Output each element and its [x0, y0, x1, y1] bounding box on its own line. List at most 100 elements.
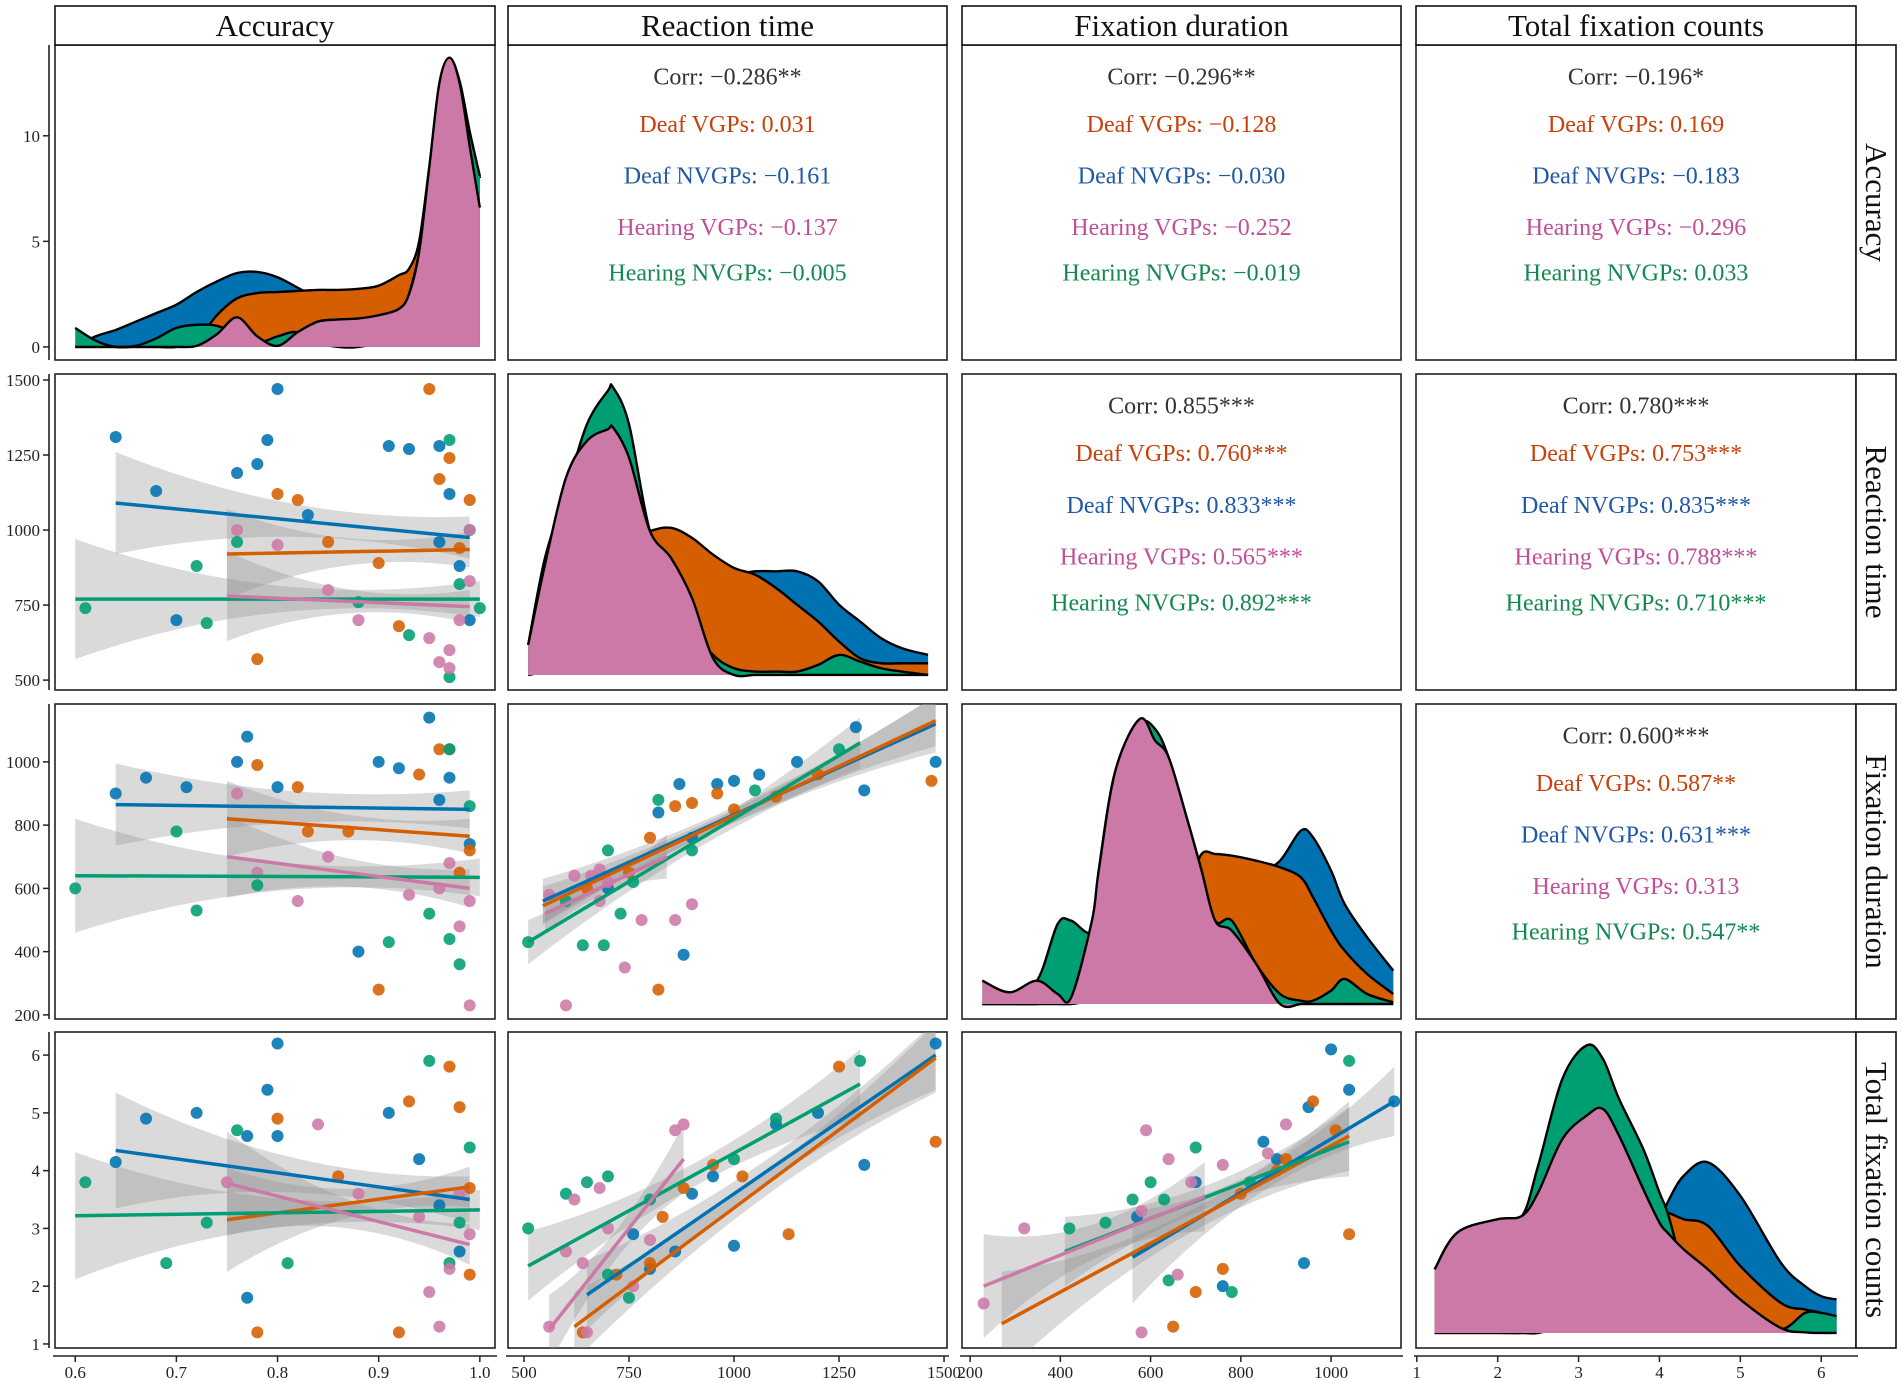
panel-0-2: [961, 44, 1402, 361]
data-point-deaf-nvgps: [241, 730, 254, 743]
data-point-deaf-nvgps: [858, 784, 871, 797]
x-tick-label: 2: [1493, 1363, 1502, 1381]
x-tick-label: 1000: [717, 1363, 751, 1381]
data-point-deaf-vgps: [929, 1135, 942, 1148]
data-point-deaf-vgps: [443, 1060, 456, 1073]
y-tick-label: 5: [32, 1104, 41, 1123]
data-point-deaf-nvgps: [711, 778, 724, 791]
data-point-hearing-nvgps: [443, 671, 456, 684]
panel-2-1: [507, 703, 948, 1020]
data-point-deaf-nvgps: [382, 440, 395, 453]
y-tick-label: 2: [32, 1277, 41, 1296]
x-tick-label: 750: [616, 1363, 642, 1381]
data-point-hearing-vgps: [686, 898, 699, 911]
density-outline: [981, 717, 1394, 1009]
panel-0-1: [507, 44, 948, 361]
data-point-hearing-vgps: [669, 1124, 682, 1137]
data-point-hearing-nvgps: [443, 743, 456, 756]
data-point-deaf-vgps: [782, 1228, 795, 1241]
data-point-deaf-nvgps: [190, 1106, 203, 1119]
row-strip-label: Accuracy: [1859, 143, 1894, 262]
data-point-deaf-vgps: [251, 759, 264, 772]
data-point-deaf-nvgps: [849, 721, 862, 734]
row-strip: [1855, 373, 1897, 691]
data-point-hearing-nvgps: [1144, 1176, 1157, 1189]
y-tick-label: 3: [32, 1219, 41, 1238]
data-point-hearing-nvgps: [403, 629, 416, 642]
correlation-overall: Corr: −0.196*: [1568, 65, 1704, 91]
y-tick-label: 200: [15, 1006, 41, 1025]
data-point-hearing-nvgps: [200, 617, 213, 630]
data-point-hearing-vgps: [576, 1257, 589, 1270]
data-point-deaf-vgps: [453, 1101, 466, 1114]
data-point-hearing-nvgps: [1162, 1274, 1175, 1287]
data-point-hearing-vgps: [463, 524, 476, 537]
data-point-hearing-vgps: [443, 1262, 456, 1275]
x-tick-label: 1.0: [469, 1363, 490, 1381]
regression-line-hearing-nvgps: [75, 1208, 480, 1218]
data-point-deaf-nvgps: [271, 781, 284, 794]
density-area-hearing-vgps: [1434, 1107, 1837, 1334]
data-point-hearing-nvgps: [453, 1216, 466, 1229]
confidence-band: [549, 1124, 684, 1348]
scatter-panel-3-1: [522, 1032, 942, 1348]
data-point-hearing-vgps: [453, 614, 466, 627]
data-point-deaf-nvgps: [443, 771, 456, 784]
regression-line-deaf-vgps: [542, 719, 937, 908]
x-tick-label: 0.6: [65, 1363, 86, 1381]
data-point-deaf-nvgps: [1270, 1153, 1283, 1166]
regression-line-deaf-vgps: [573, 1056, 937, 1329]
data-point-deaf-nvgps: [352, 945, 365, 958]
data-point-hearing-nvgps: [597, 939, 610, 952]
y-tick-label: 1000: [6, 753, 40, 772]
density-outline: [526, 424, 929, 678]
correlation-overall: Corr: −0.296**: [1107, 65, 1255, 91]
data-point-hearing-nvgps: [749, 784, 762, 797]
y-tick-label: 750: [15, 596, 41, 615]
data-point-hearing-vgps: [423, 632, 436, 645]
data-point-deaf-nvgps: [707, 1170, 720, 1183]
data-point-hearing-vgps: [1135, 1326, 1148, 1339]
data-point-hearing-nvgps: [190, 904, 203, 917]
confidence-band: [586, 1032, 936, 1330]
y-tick-label: 1500: [6, 371, 40, 390]
correlation-group-hearing-nvgps: Hearing NVGPs: 0.710***: [1506, 590, 1767, 616]
data-point-deaf-nvgps: [413, 1153, 426, 1166]
regression-line-hearing-vgps: [226, 1181, 471, 1247]
data-point-hearing-nvgps: [453, 958, 466, 971]
data-point-hearing-nvgps: [601, 1170, 614, 1183]
confidence-band: [226, 1131, 470, 1265]
correlation-group-deaf-vgps: Deaf VGPs: 0.760***: [1075, 441, 1287, 467]
regression-line-deaf-vgps: [226, 817, 470, 838]
density-outline: [75, 56, 482, 349]
data-point-hearing-vgps: [433, 656, 446, 669]
y-tick-label: 1250: [6, 446, 40, 465]
correlation-group-deaf-nvgps: Deaf NVGPs: −0.161: [624, 164, 832, 190]
data-point-hearing-vgps: [352, 614, 365, 627]
data-point-deaf-vgps: [463, 844, 476, 857]
data-point-deaf-nvgps: [433, 536, 446, 549]
data-point-hearing-nvgps: [69, 882, 82, 895]
x-tick-label: 3: [1574, 1363, 1583, 1381]
row-strip: [1855, 44, 1897, 361]
data-point-hearing-vgps: [231, 787, 244, 800]
data-point-deaf-vgps: [652, 983, 665, 996]
data-point-hearing-nvgps: [1099, 1216, 1112, 1229]
x-tick-label: 5: [1736, 1363, 1745, 1381]
data-point-hearing-nvgps: [281, 1257, 294, 1270]
data-point-hearing-nvgps: [79, 1176, 92, 1189]
correlation-group-hearing-vgps: Hearing VGPs: −0.296: [1526, 215, 1746, 241]
regression-line-hearing-vgps: [547, 1158, 685, 1331]
data-point-hearing-nvgps: [79, 602, 92, 615]
data-point-deaf-vgps: [925, 774, 938, 787]
data-point-deaf-vgps: [443, 452, 456, 465]
data-point-hearing-nvgps: [652, 793, 665, 806]
data-point-hearing-nvgps: [854, 1054, 867, 1067]
data-point-deaf-nvgps: [433, 1199, 446, 1212]
data-point-hearing-vgps: [463, 895, 476, 908]
data-point-hearing-vgps: [352, 1187, 365, 1200]
data-point-hearing-nvgps: [190, 560, 203, 573]
data-point-deaf-vgps: [686, 796, 699, 809]
regression-line-hearing-vgps: [544, 855, 668, 916]
data-point-hearing-vgps: [580, 1326, 593, 1339]
